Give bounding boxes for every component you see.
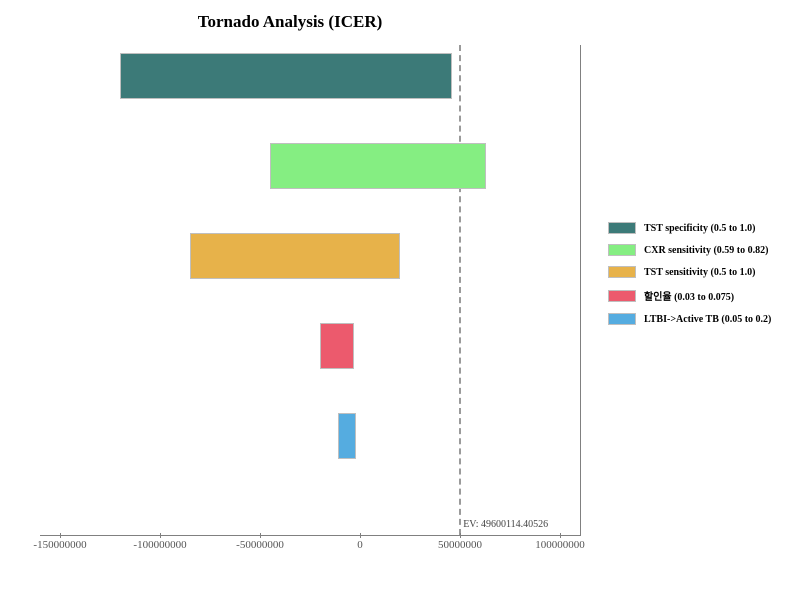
legend-item: LTBI->Active TB (0.05 to 0.2) [608, 313, 796, 325]
legend-swatch [608, 244, 636, 256]
x-tick: 100000000 [510, 539, 610, 551]
legend-item: TST sensitivity (0.5 to 1.0) [608, 266, 796, 278]
x-tick: -50000000 [210, 539, 310, 551]
tornado-bar [320, 323, 354, 369]
legend: TST specificity (0.5 to 1.0) CXR sensitiv… [608, 222, 796, 335]
legend-label: CXR sensitivity (0.59 to 0.82) [644, 245, 768, 256]
tornado-bar [270, 143, 486, 189]
legend-swatch [608, 313, 636, 325]
legend-item: CXR sensitivity (0.59 to 0.82) [608, 244, 796, 256]
tornado-bar [120, 53, 452, 99]
x-tick: -150000000 [10, 539, 110, 551]
legend-swatch [608, 266, 636, 278]
ev-label: EV: 49600114.40526 [463, 519, 548, 530]
plot-area: EV: 49600114.40526 -150000000-100000000-… [40, 45, 581, 536]
tornado-chart: Tornado Analysis (ICER) EV: 49600114.405… [0, 0, 800, 600]
legend-label: TST sensitivity (0.5 to 1.0) [644, 267, 756, 278]
ev-reference-line [459, 45, 461, 535]
legend-swatch [608, 290, 636, 302]
x-tick: 0 [310, 539, 410, 551]
legend-item: 할인율 (0.03 to 0.075) [608, 288, 796, 303]
legend-label: 할인율 (0.03 to 0.075) [644, 288, 734, 303]
tornado-bar [338, 413, 356, 459]
legend-label: LTBI->Active TB (0.05 to 0.2) [644, 314, 771, 325]
chart-title: Tornado Analysis (ICER) [0, 12, 580, 32]
legend-item: TST specificity (0.5 to 1.0) [608, 222, 796, 234]
tornado-bar [190, 233, 400, 279]
x-tick: -100000000 [110, 539, 210, 551]
x-tick: 50000000 [410, 539, 510, 551]
legend-label: TST specificity (0.5 to 1.0) [644, 223, 755, 234]
legend-swatch [608, 222, 636, 234]
